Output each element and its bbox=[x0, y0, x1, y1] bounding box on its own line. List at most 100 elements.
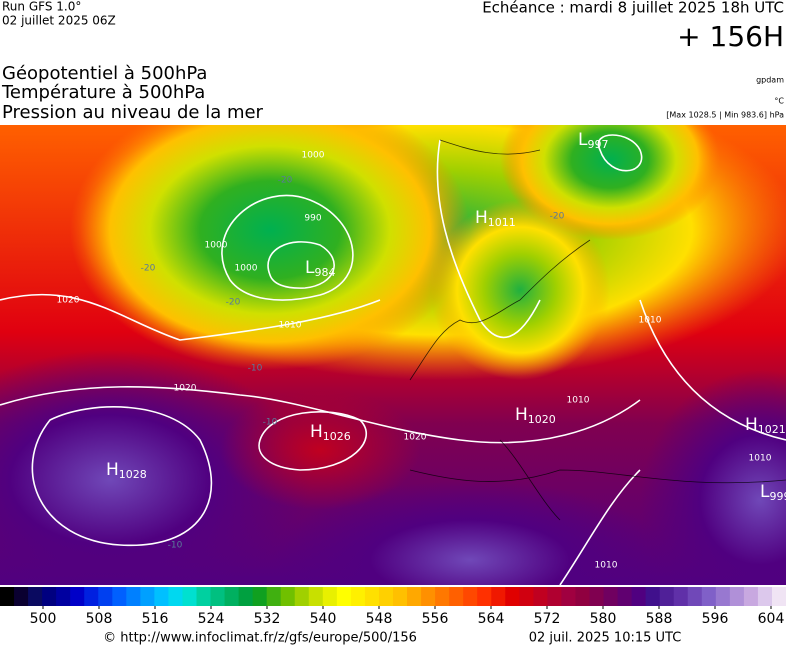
pressure-center: H1021 bbox=[745, 415, 786, 436]
center-value: 997 bbox=[587, 138, 608, 151]
colorbar-label: 580 bbox=[590, 611, 617, 627]
lead-time: + 156H bbox=[677, 20, 784, 53]
colorbar-swatch bbox=[126, 587, 141, 606]
colorbar-swatch bbox=[196, 587, 212, 606]
isobar-label: 1010 bbox=[639, 316, 662, 326]
pressure-center: H1026 bbox=[310, 422, 351, 443]
colorbar-swatch bbox=[280, 587, 296, 606]
center-value: 1021 bbox=[758, 423, 786, 436]
temperature-label: -20 bbox=[141, 264, 156, 274]
colorbar-label: 596 bbox=[702, 611, 729, 627]
temperature-label: -20 bbox=[550, 212, 565, 222]
isobar-label: 1020 bbox=[174, 384, 197, 394]
center-value: 1028 bbox=[119, 468, 147, 481]
colorbar-swatch bbox=[238, 587, 254, 606]
pressure-center: L999 bbox=[760, 482, 786, 503]
colorbar-swatch bbox=[56, 587, 71, 606]
colorbar-swatch bbox=[477, 587, 492, 606]
isobar-label: 1010 bbox=[567, 396, 590, 406]
colorbar-swatch bbox=[266, 587, 282, 606]
colorbar-swatch bbox=[687, 587, 703, 606]
colorbar-swatch bbox=[617, 587, 633, 606]
pressure-center: L997 bbox=[578, 130, 608, 151]
isobar-label: 1000 bbox=[235, 264, 258, 274]
center-symbol: H bbox=[310, 422, 323, 442]
isobar-label: 1020 bbox=[57, 296, 80, 306]
colorbar-swatch bbox=[743, 587, 759, 606]
colorbar-label: 500 bbox=[30, 611, 57, 627]
colorbar-label: 540 bbox=[310, 611, 337, 627]
colorbar-swatch bbox=[505, 587, 520, 606]
isobar-label: 1000 bbox=[302, 151, 325, 161]
colorbar-swatch bbox=[364, 587, 380, 606]
colorbar-swatch bbox=[210, 587, 226, 606]
isobar-label: 1010 bbox=[749, 454, 772, 464]
pressure-center: H1028 bbox=[106, 460, 147, 481]
map: H1028H1026L984H1011L997H1020H1021L999102… bbox=[0, 125, 786, 585]
run-label: Run GFS 1.0° bbox=[2, 0, 81, 14]
center-value: 1026 bbox=[323, 430, 351, 443]
center-value: 984 bbox=[314, 266, 335, 279]
isobar-label: 1020 bbox=[404, 433, 427, 443]
colorbar-swatch bbox=[28, 587, 43, 606]
colorbar-swatch bbox=[70, 587, 85, 606]
colorbar-swatch bbox=[407, 587, 422, 606]
map-title: Géopotentiel à 500hPa bbox=[2, 63, 207, 84]
colorbar-swatch bbox=[561, 587, 576, 606]
temperature-label: -10 bbox=[168, 541, 183, 551]
colorbar-swatch bbox=[589, 587, 605, 606]
valid-time: Echéance : mardi 8 juillet 2025 18h UTC bbox=[482, 0, 784, 17]
unit-label: [Max 1028.5 | Min 983.6] hPa bbox=[666, 111, 784, 120]
colorbar-swatch bbox=[42, 587, 57, 606]
generated-time: 02 juil. 2025 10:15 UTC bbox=[529, 631, 682, 646]
colorbar-swatch bbox=[421, 587, 436, 606]
colorbar-swatch bbox=[533, 587, 548, 606]
temperature-label: -10 bbox=[248, 364, 263, 374]
isobar-label: 1010 bbox=[595, 561, 618, 571]
run-date: 02 juillet 2025 06Z bbox=[2, 14, 116, 28]
unit-label: °C bbox=[774, 97, 784, 106]
pressure-center: H1020 bbox=[515, 405, 556, 426]
colorbar-swatch bbox=[98, 587, 113, 606]
colorbar-label: 604 bbox=[758, 611, 785, 627]
center-value: 1011 bbox=[488, 216, 516, 229]
center-value: 1020 bbox=[528, 413, 556, 426]
colorbar-swatch bbox=[252, 587, 268, 606]
colorbar-swatch bbox=[631, 587, 647, 606]
colorbar-swatch bbox=[729, 587, 745, 606]
center-symbol: L bbox=[760, 482, 770, 502]
colorbar-label: 508 bbox=[86, 611, 113, 627]
center-symbol: H bbox=[515, 405, 528, 425]
pressure-center: L984 bbox=[305, 258, 335, 279]
colorbar-swatch bbox=[659, 587, 675, 606]
center-symbol: H bbox=[106, 460, 119, 480]
colorbar-swatch bbox=[378, 587, 394, 606]
colorbar-swatch bbox=[435, 587, 450, 606]
colorbar-label: 588 bbox=[646, 611, 673, 627]
temperature-label: -20 bbox=[226, 298, 241, 308]
map-title: Pression au niveau de la mer bbox=[2, 102, 264, 123]
colorbar-swatch bbox=[449, 587, 464, 606]
isobar-label: 1000 bbox=[205, 241, 228, 251]
colorbar-swatch bbox=[84, 587, 99, 606]
source-url: © http://www.infoclimat.fr/z/gfs/europe/… bbox=[103, 631, 417, 646]
colorbar-swatch bbox=[336, 587, 352, 606]
center-symbol: L bbox=[578, 130, 588, 150]
colorbar-swatch bbox=[0, 587, 15, 606]
map-title: Température à 500hPa bbox=[1, 82, 205, 103]
colorbar-label: 548 bbox=[366, 611, 393, 627]
center-symbol: L bbox=[305, 258, 315, 278]
colorbar-swatch bbox=[715, 587, 731, 606]
colorbar-label: 572 bbox=[534, 611, 561, 627]
colorbar-swatch bbox=[14, 587, 29, 606]
center-symbol: H bbox=[745, 415, 758, 435]
colorbar-swatch bbox=[393, 587, 408, 606]
colorbar-swatch bbox=[168, 587, 183, 606]
isobar-label: 1010 bbox=[279, 321, 302, 331]
temperature-label: -20 bbox=[278, 176, 293, 186]
colorbar-swatch bbox=[491, 587, 506, 606]
isobar-label: 990 bbox=[304, 214, 321, 224]
colorbar-label: 532 bbox=[254, 611, 281, 627]
